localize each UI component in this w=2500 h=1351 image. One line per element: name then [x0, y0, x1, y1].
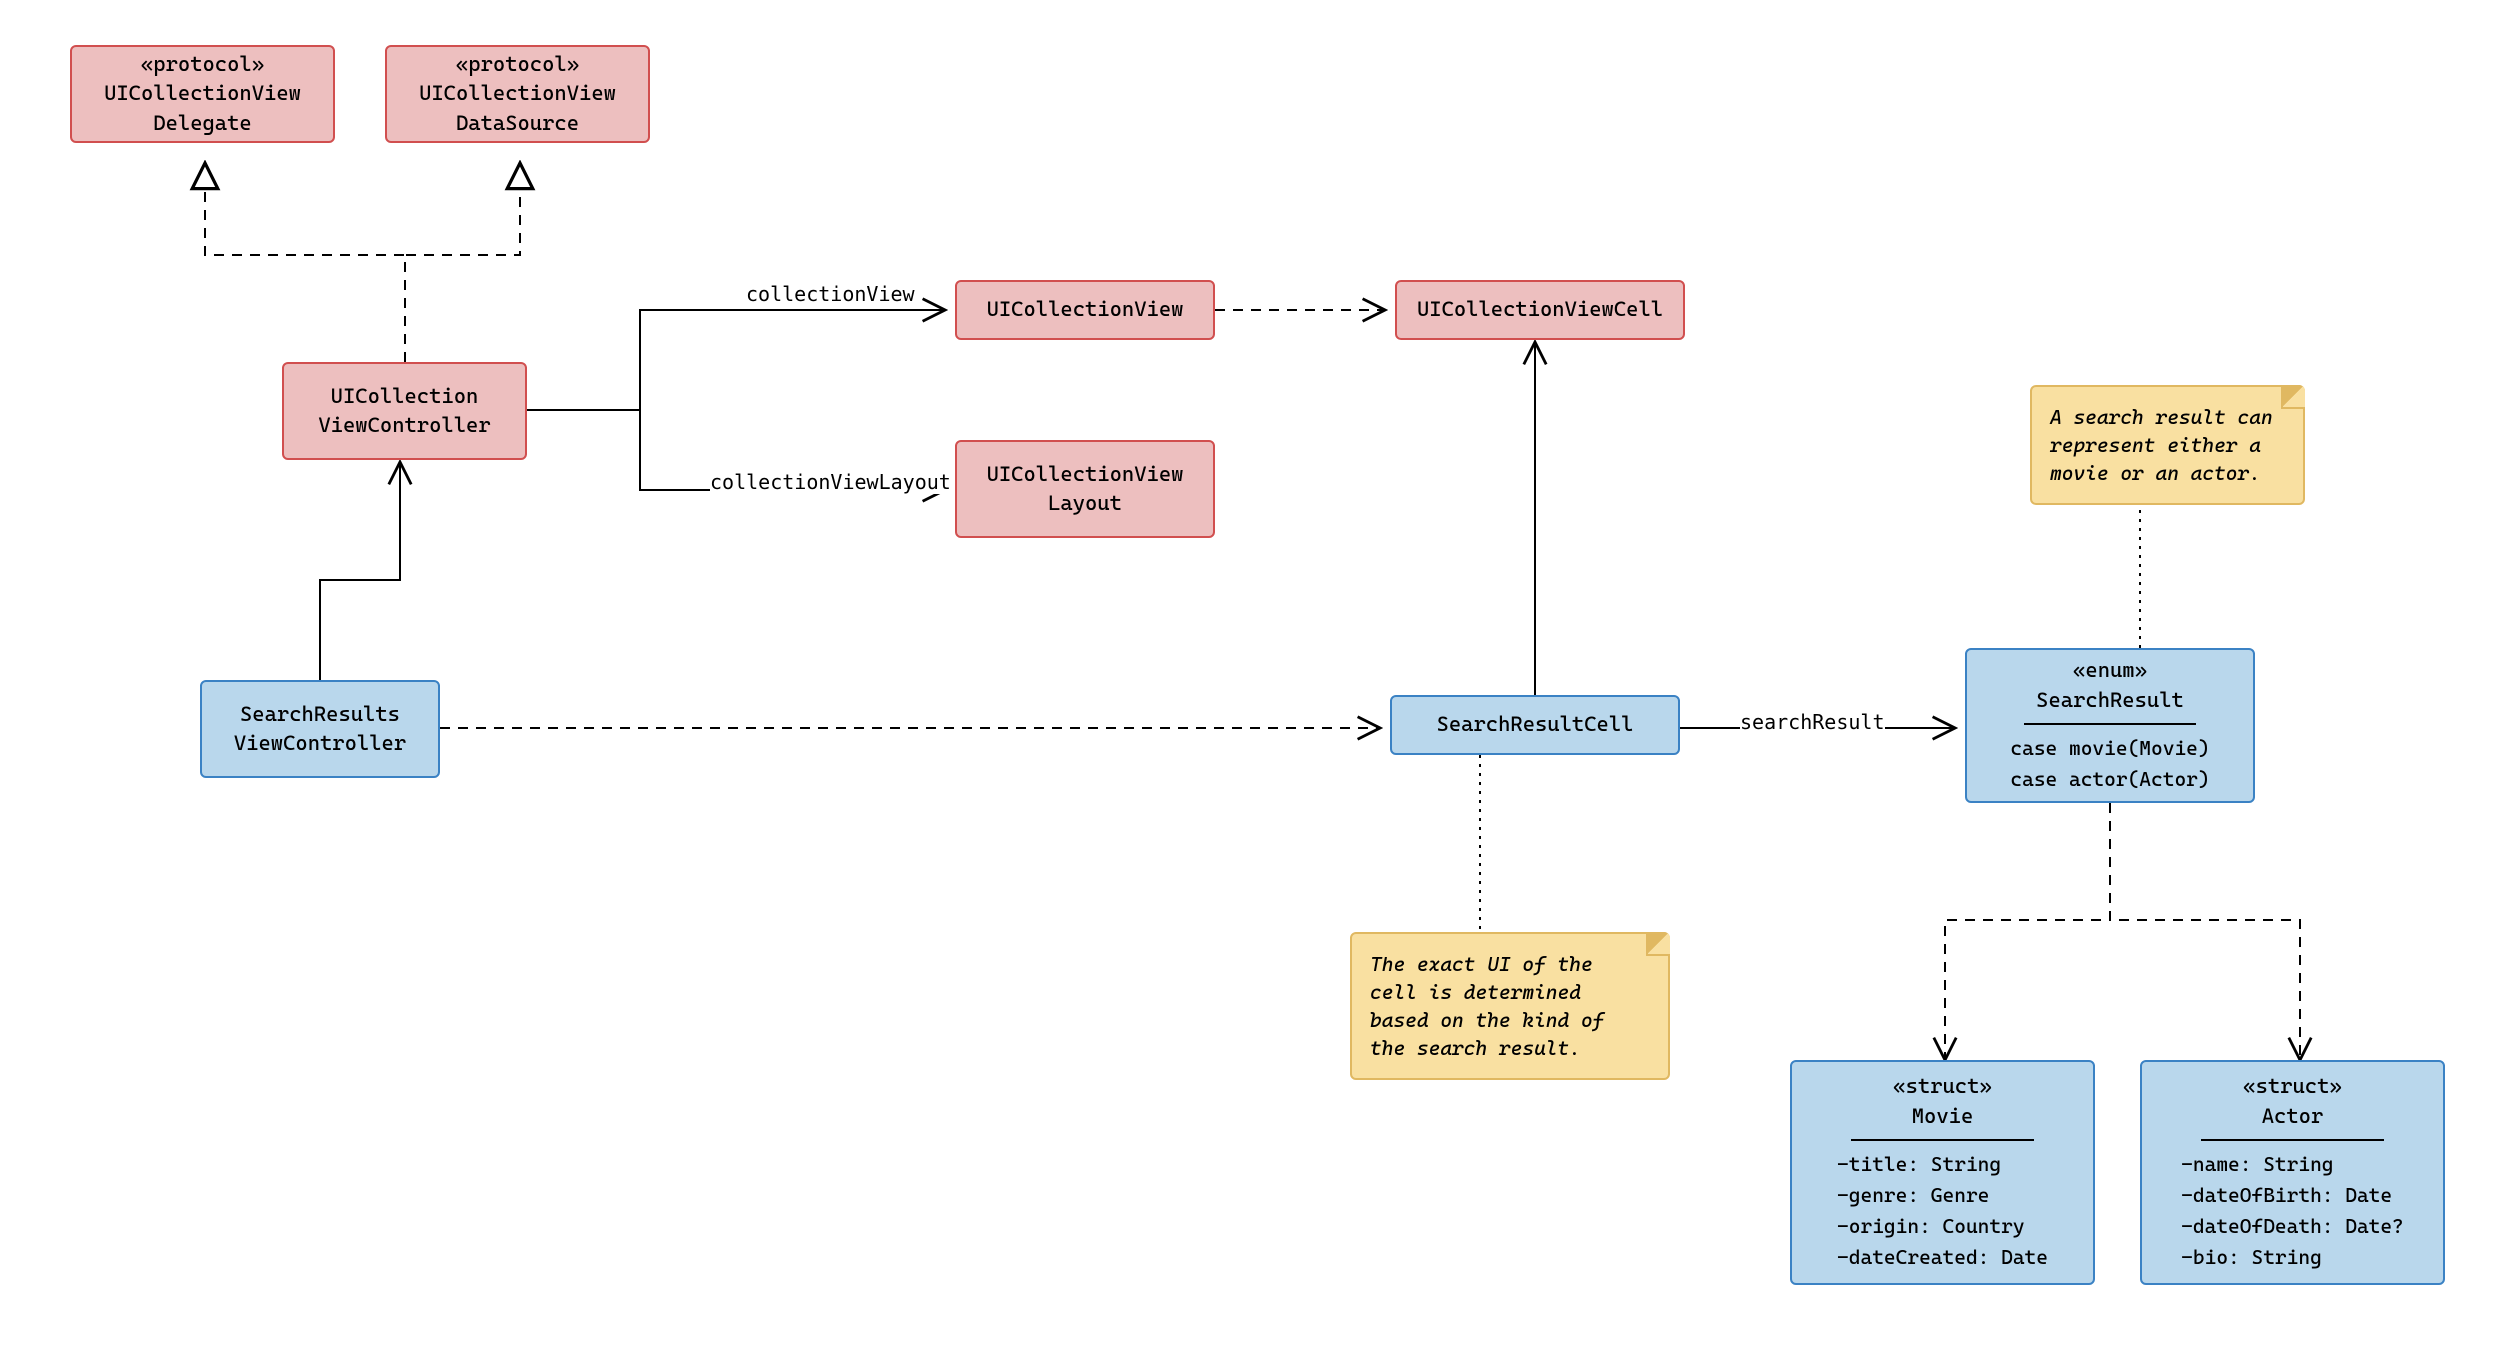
- note-cell: The exact UI of the cell is determined b…: [1350, 932, 1670, 1080]
- note-text: A search result can represent either a m…: [2050, 405, 2273, 485]
- node-uicollectionview: UICollectionView: [955, 280, 1215, 340]
- node-uicv-delegate: «protocol» UICollectionViewDelegate: [70, 45, 335, 143]
- stereotype: «protocol»: [456, 50, 579, 79]
- note-text: The exact UI of the cell is determined b…: [1370, 952, 1604, 1060]
- divider: [2024, 723, 2196, 725]
- label-searchresult: searchResult: [1740, 710, 1885, 734]
- note-fold-icon: [2281, 385, 2305, 409]
- node-search-result-cell: SearchResultCell: [1390, 695, 1680, 755]
- node-title: UICollectionView: [987, 295, 1184, 324]
- node-title: Movie: [1912, 1102, 1974, 1131]
- node-uicv-layout: UICollectionViewLayout: [955, 440, 1215, 538]
- node-uicollection-vc: UICollectionViewController: [282, 362, 527, 460]
- stereotype: «enum»: [2073, 656, 2147, 685]
- label-collectionview: collectionView: [746, 282, 915, 306]
- struct-body: -title: String-genre: Genre-origin: Coun…: [1837, 1149, 2048, 1273]
- node-title: UICollectionViewCell: [1417, 295, 1663, 324]
- node-title: SearchResultsViewController: [234, 700, 406, 759]
- enum-body: case movie(Movie)case actor(Actor): [2010, 733, 2209, 795]
- node-uicv-cell: UICollectionViewCell: [1395, 280, 1685, 340]
- node-title: UICollectionViewDelegate: [104, 79, 301, 138]
- node-title: Actor: [2262, 1102, 2324, 1131]
- node-actor-struct: «struct» Actor -name: String-dateOfBirth…: [2140, 1060, 2445, 1285]
- label-collectionviewlayout: collectionViewLayout: [710, 470, 951, 494]
- node-title: SearchResultCell: [1437, 710, 1634, 739]
- divider: [1851, 1139, 2034, 1141]
- node-title: SearchResult: [2036, 686, 2184, 715]
- stereotype: «struct»: [2243, 1072, 2341, 1101]
- stereotype: «protocol»: [141, 50, 264, 79]
- node-search-result-enum: «enum» SearchResult case movie(Movie)cas…: [1965, 648, 2255, 803]
- node-title: UICollectionViewController: [318, 382, 490, 441]
- divider: [2201, 1139, 2384, 1141]
- node-movie-struct: «struct» Movie -title: String-genre: Gen…: [1790, 1060, 2095, 1285]
- note-fold-icon: [1646, 932, 1670, 956]
- node-uicv-datasource: «protocol» UICollectionViewDataSource: [385, 45, 650, 143]
- stereotype: «struct»: [1893, 1072, 1991, 1101]
- node-search-results-vc: SearchResultsViewController: [200, 680, 440, 778]
- node-title: UICollectionViewLayout: [987, 460, 1184, 519]
- struct-body: -name: String-dateOfBirth: Date-dateOfDe…: [2181, 1149, 2404, 1273]
- note-search-result: A search result can represent either a m…: [2030, 385, 2305, 505]
- node-title: UICollectionViewDataSource: [419, 79, 616, 138]
